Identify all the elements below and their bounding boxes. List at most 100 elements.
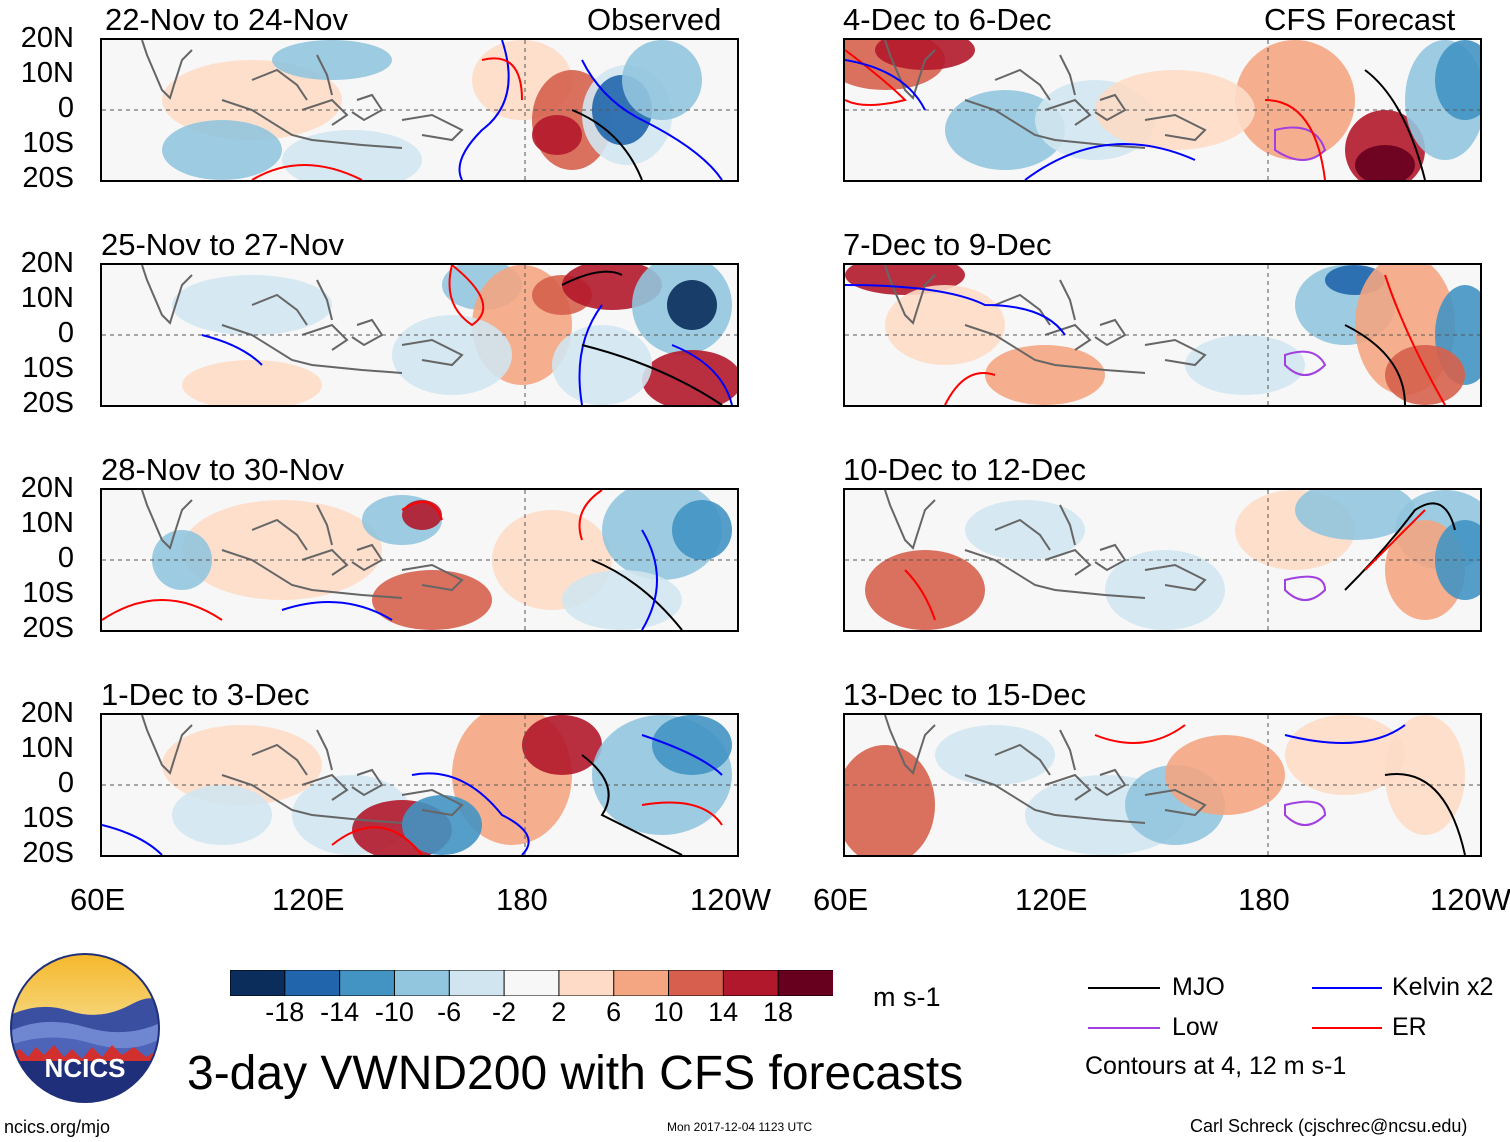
wave-contour bbox=[671, 344, 733, 405]
anomaly-shading bbox=[562, 570, 682, 630]
anomaly-shading bbox=[1295, 490, 1415, 540]
anomaly-shading bbox=[1435, 520, 1480, 600]
anomaly-shading bbox=[1105, 550, 1225, 630]
lon-tick-60e-right: 60E bbox=[813, 882, 869, 917]
legend-label-kelvin: Kelvin x2 bbox=[1392, 973, 1494, 1001]
panel-title-fc-3: 10-Dec to 12-Dec bbox=[843, 452, 1086, 487]
anomaly-shading bbox=[622, 40, 702, 120]
wave-contour bbox=[201, 334, 263, 366]
wave-contour bbox=[458, 40, 510, 180]
lat-tick-label: 20S bbox=[22, 612, 74, 644]
anomaly-shading bbox=[552, 325, 652, 405]
website-link[interactable]: ncics.org/mjo bbox=[4, 1117, 111, 1137]
anomaly-shading bbox=[652, 715, 732, 775]
wave-contour bbox=[1094, 724, 1186, 744]
colorbar-tick-label: 10 bbox=[653, 997, 684, 1027]
anomaly-shading bbox=[162, 60, 342, 140]
anomaly-shading bbox=[162, 120, 282, 180]
wave-contour bbox=[641, 801, 723, 826]
lat-tick-label: 10N bbox=[20, 282, 74, 314]
wave-contour bbox=[904, 569, 936, 621]
panel-title-obs-3: 28-Nov to 30-Nov bbox=[101, 452, 344, 487]
anomaly-shading bbox=[1385, 345, 1465, 405]
anomaly-shading bbox=[1355, 145, 1415, 180]
anomaly-shading bbox=[965, 500, 1085, 560]
coastline bbox=[141, 265, 464, 374]
legend-label-mjo: MJO bbox=[1172, 973, 1225, 1001]
lat-tick-label: 20N bbox=[20, 22, 74, 54]
colorbar-tick-label: -18 bbox=[265, 997, 305, 1027]
lat-tick-label: 10N bbox=[20, 732, 74, 764]
panel-title-fc-2: 7-Dec to 9-Dec bbox=[843, 227, 1052, 262]
wave-contour bbox=[1364, 69, 1426, 180]
lat-tick-label: 10N bbox=[20, 507, 74, 539]
coastline bbox=[884, 715, 1207, 824]
lon-tick-120w-left: 120W bbox=[690, 882, 771, 917]
wave-contour bbox=[944, 372, 996, 405]
colorbar-swatch bbox=[503, 969, 560, 997]
colorbar-tick-label: -14 bbox=[320, 997, 360, 1027]
wave-contour bbox=[1344, 324, 1406, 405]
legend-line-mjo bbox=[1088, 987, 1160, 989]
colorbar-swatch bbox=[668, 969, 725, 997]
colorbar-swatch bbox=[393, 969, 451, 997]
lon-tick-180-left: 180 bbox=[496, 882, 548, 917]
colorbar-tick-label: 18 bbox=[762, 997, 794, 1027]
wave-contour bbox=[1024, 143, 1196, 180]
figure-title: 3-day VWND200 with CFS forecasts bbox=[187, 1047, 964, 1100]
anomaly-shading bbox=[865, 550, 985, 630]
anomaly-shading bbox=[392, 315, 512, 395]
coastline bbox=[141, 40, 464, 149]
legend-label-er: ER bbox=[1392, 1013, 1427, 1041]
anomaly-shading bbox=[182, 500, 382, 600]
legend-line-kelvin bbox=[1312, 987, 1382, 989]
wave-contour bbox=[411, 772, 530, 855]
lat-tick-label: 10S bbox=[22, 352, 74, 384]
panel-title-fc-4: 13-Dec to 15-Dec bbox=[843, 677, 1086, 712]
wave-contour bbox=[1284, 575, 1327, 601]
wave-contour bbox=[401, 501, 443, 521]
wave-contour bbox=[1384, 773, 1466, 855]
colorbar-swatch bbox=[284, 969, 341, 997]
observed-label: Observed bbox=[587, 2, 722, 37]
anomaly-shading bbox=[672, 500, 732, 560]
coastline bbox=[884, 265, 1207, 374]
wave-contour bbox=[448, 265, 485, 327]
panel-title-fc-1: 4-Dec to 6-Dec bbox=[843, 2, 1052, 37]
lat-tick-label: 0 bbox=[57, 317, 74, 349]
timestamp: Mon 2017-12-04 1123 UTC bbox=[667, 1120, 813, 1134]
wave-contour bbox=[281, 601, 393, 621]
map-panel-fc-2 bbox=[843, 263, 1482, 407]
contours-note: Contours at 4, 12 m s-1 bbox=[1085, 1052, 1347, 1080]
panel-title-obs-1: 22-Nov to 24-Nov bbox=[105, 2, 348, 37]
anomaly-shading bbox=[172, 785, 272, 845]
anomaly-shading bbox=[532, 115, 582, 155]
wave-contour bbox=[102, 824, 163, 855]
anomaly-shading bbox=[282, 130, 422, 180]
lat-tick-label: 0 bbox=[57, 542, 74, 574]
colorbar bbox=[229, 969, 834, 997]
coastline bbox=[141, 715, 464, 824]
wave-contour bbox=[251, 164, 363, 180]
colorbar-tick-label: 6 bbox=[606, 997, 622, 1027]
map-panel-fc-1 bbox=[843, 38, 1482, 182]
anomaly-shading bbox=[522, 715, 602, 775]
lon-tick-120e-right: 120E bbox=[1015, 882, 1088, 917]
wave-contour bbox=[591, 559, 683, 630]
author-credit: Carl Schreck (cjschrec@ncsu.edu) bbox=[1190, 1116, 1468, 1136]
wave-contour bbox=[641, 734, 723, 776]
wave-contour bbox=[571, 109, 643, 180]
anomaly-shading bbox=[885, 285, 1005, 365]
forecast-label: CFS Forecast bbox=[1264, 2, 1456, 37]
legend-label-low: Low bbox=[1172, 1013, 1218, 1041]
wave-contour bbox=[1284, 724, 1406, 744]
legend-line-er bbox=[1312, 1027, 1382, 1029]
lat-tick-label: 10N bbox=[20, 57, 74, 89]
wave-contour bbox=[578, 490, 603, 541]
colorbar-tick-label: -2 bbox=[491, 997, 516, 1027]
colorbar-swatch bbox=[448, 969, 506, 997]
panel-title-obs-4: 1-Dec to 3-Dec bbox=[101, 677, 310, 712]
wave-contour bbox=[641, 529, 658, 630]
colorbar-swatch bbox=[777, 969, 834, 997]
anomaly-shading bbox=[182, 360, 322, 405]
